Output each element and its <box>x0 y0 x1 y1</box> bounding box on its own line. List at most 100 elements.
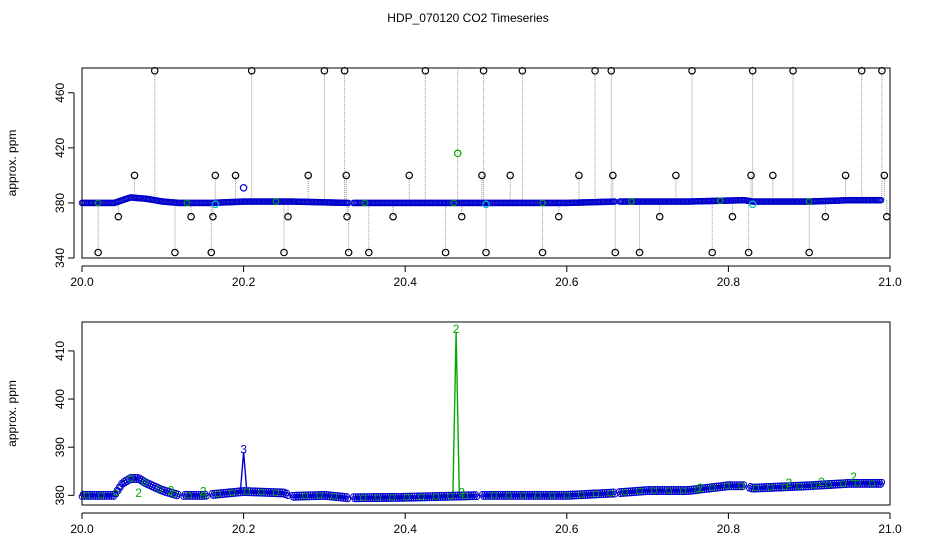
series-point-green <box>272 489 280 496</box>
series-point-green <box>563 492 570 499</box>
outlier-point <box>878 66 886 75</box>
outlier-point <box>611 248 620 257</box>
spike-line <box>452 331 461 497</box>
outlier-point <box>231 171 240 180</box>
flagged-point <box>211 200 220 209</box>
series-point <box>174 490 182 498</box>
flag-label: 2 <box>786 476 793 490</box>
bottom-spike-lines <box>239 331 461 497</box>
outlier-point <box>114 212 123 221</box>
series-point-green <box>214 490 221 498</box>
flag-label: 2 <box>200 485 207 499</box>
outlier-point <box>320 66 329 75</box>
series-point-green <box>301 492 309 500</box>
x-tick-label: 20.2 <box>232 522 256 536</box>
baseline-point-green <box>272 198 280 205</box>
outlier-point <box>538 248 547 257</box>
x-tick-label: 20.4 <box>394 275 418 289</box>
series-point-green <box>825 481 832 488</box>
flag-label: 2 <box>168 484 175 498</box>
x-tick-label: 20.8 <box>717 275 741 289</box>
outlier-point <box>880 171 889 180</box>
figure-title: HDP_070120 CO2 Timeseries <box>387 11 548 25</box>
outlier-point <box>171 248 179 257</box>
outlier-point <box>457 212 466 221</box>
baseline-point-green <box>183 199 191 207</box>
y-tick-label: 380 <box>53 193 67 213</box>
top-outlier-points <box>94 66 891 257</box>
series-point-green <box>389 494 396 501</box>
outlier-point <box>708 248 717 257</box>
outlier-point <box>343 212 351 221</box>
outlier-point <box>728 212 737 221</box>
bottom-y-axis-label: approx. ppm <box>5 380 19 447</box>
outlier-point <box>609 171 617 180</box>
series-point-green <box>229 489 236 496</box>
top-y-axis-label: approx. ppm <box>5 130 19 197</box>
series-point-green <box>447 493 454 500</box>
outlier-point <box>591 66 599 75</box>
flag-label: 2 <box>697 481 704 495</box>
top-x-axis: 20.0 20.2 20.4 20.6 20.8 21.0 <box>70 265 902 289</box>
x-tick-label: 20.0 <box>70 522 94 536</box>
x-tick-label: 21.0 <box>878 522 902 536</box>
outlier-point <box>747 171 755 180</box>
top-panel: 20.0 20.2 20.4 20.6 20.8 21.0 340 380 420 460 ap… <box>5 66 902 289</box>
x-tick-label: 21.0 <box>878 275 902 289</box>
series-point <box>344 495 352 503</box>
flag-label: 2 <box>818 475 825 489</box>
series-point-green <box>650 487 658 494</box>
outlier-point <box>405 171 414 180</box>
series-point-green <box>127 475 134 482</box>
series-point-green <box>199 492 207 499</box>
y-tick-label: 380 <box>53 485 67 505</box>
x-tick-label: 20.6 <box>555 522 579 536</box>
series-point-green <box>796 482 803 490</box>
flag-label: 2 <box>850 470 857 484</box>
flag-label: 3 <box>240 443 247 457</box>
series-point-green <box>185 492 192 499</box>
outlier-point <box>304 171 313 180</box>
outlier-point <box>130 171 139 180</box>
outlier-point <box>150 66 159 75</box>
top-plot-frame <box>81 67 891 259</box>
series-point-green <box>810 482 818 489</box>
bottom-y-axis: 380 390 400 410 <box>53 341 75 505</box>
series-point-green <box>723 482 730 490</box>
outlier-point <box>280 248 288 257</box>
y-tick-label: 410 <box>53 341 67 361</box>
outlier-point <box>655 212 664 221</box>
series-point-green <box>461 492 469 500</box>
y-tick-label: 390 <box>53 437 67 457</box>
series-point-green <box>738 482 745 489</box>
outlier-point <box>482 248 490 257</box>
series-point-green <box>621 489 629 496</box>
series-point <box>203 492 210 500</box>
series-point-green <box>607 490 614 497</box>
top-baseline-series <box>78 194 885 207</box>
outlier-point <box>209 212 217 221</box>
outlier-point <box>506 171 515 180</box>
series-point-green <box>258 488 265 496</box>
series-point-green <box>549 492 556 499</box>
series-point-green <box>767 484 774 491</box>
series-point-green <box>359 494 367 501</box>
y-tick-label: 400 <box>53 389 67 409</box>
series-point-green <box>709 484 716 491</box>
outlier-point <box>857 66 866 75</box>
baseline-point-green <box>717 197 724 205</box>
outlier-point <box>478 171 486 180</box>
series-point-green <box>839 480 847 487</box>
outlier-point <box>211 171 220 180</box>
x-tick-label: 20.8 <box>717 522 741 536</box>
x-tick-label: 20.0 <box>70 275 94 289</box>
baseline-point-green <box>539 199 546 207</box>
outlier-point <box>821 212 830 221</box>
series-point-green <box>156 485 163 493</box>
outlier-point <box>187 212 195 221</box>
series-point <box>473 493 481 501</box>
bottom-series <box>78 474 886 503</box>
x-tick-label: 20.4 <box>394 522 418 536</box>
series-point-green <box>592 490 600 498</box>
